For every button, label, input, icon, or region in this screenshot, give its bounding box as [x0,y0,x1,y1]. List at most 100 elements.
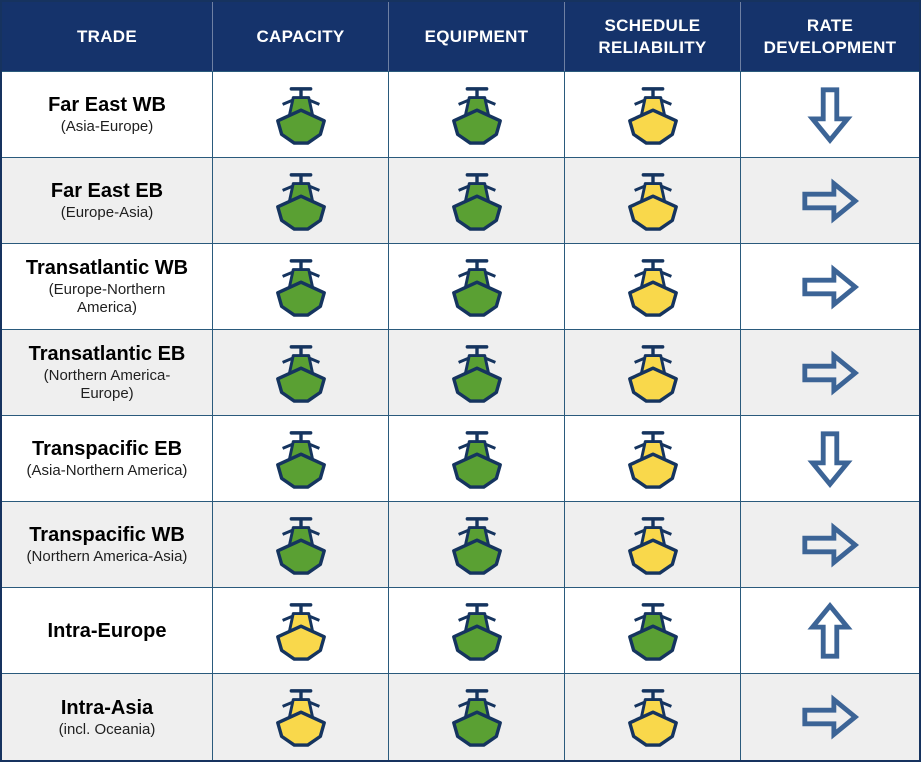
capacity-cell [213,158,389,243]
equipment-ship-icon [446,601,508,661]
column-header-capacity: CAPACITY [213,2,389,71]
trade-name: Far East WB [48,94,166,116]
capacity-cell [213,588,389,673]
capacity-ship-icon [270,687,332,747]
table-row: Transatlantic EB (Northern America-Europ… [2,330,919,416]
trade-subtitle: (Asia-Europe) [60,118,154,135]
arrow-right-icon [799,177,861,225]
trade-subtitle: (incl. Oceania) [58,720,156,738]
capacity-ship-icon [270,601,332,661]
rate-development-cell [741,502,919,587]
trade-cell: Transpacific EB (Asia-Northern America) [2,416,213,501]
trade-cell: Transatlantic WB (Europe-Northern Americ… [2,244,213,329]
trade-name: Intra-Asia [60,696,154,719]
trade-name: Transatlantic EB [28,343,186,365]
trade-cell: Intra-Europe [2,588,213,673]
trade-cell: Transatlantic EB (Northern America-Europ… [2,330,213,415]
capacity-ship-icon [270,429,332,489]
trade-name: Intra-Europe [47,619,167,642]
column-header-trade: TRADE [2,2,213,71]
trade-subtitle: (Asia-Northern America) [26,462,188,479]
equipment-ship-icon [446,515,508,575]
trade-name: Transpacific EB [31,438,183,460]
rate-development-cell [741,72,919,157]
capacity-cell [213,330,389,415]
equipment-cell [389,674,565,760]
schedule-reliability-cell [565,72,741,157]
trade-subtitle: (Europe-Asia) [60,204,154,221]
equipment-ship-icon [446,257,508,317]
equipment-ship-icon [446,429,508,489]
capacity-ship-icon [270,171,332,231]
schedule-reliability-cell [565,158,741,243]
equipment-cell [389,416,565,501]
equipment-cell [389,330,565,415]
table-row: Transpacific EB (Asia-Northern America) [2,416,919,502]
equipment-cell [389,72,565,157]
trade-name: Far East EB [50,180,164,202]
capacity-cell [213,674,389,760]
equipment-ship-icon [446,85,508,145]
table-row: Transpacific WB (Northern America-Asia) [2,502,919,588]
schedule-reliability-ship-icon [622,687,684,747]
trade-subtitle: (Northern America-Europe) [43,367,171,402]
arrow-right-icon [799,693,861,741]
arrow-up-icon [806,600,854,662]
table-row: Far East WB (Asia-Europe) [2,72,919,158]
capacity-ship-icon [270,343,332,403]
schedule-reliability-ship-icon [622,601,684,661]
trade-name: Transatlantic WB [25,257,189,279]
equipment-cell [389,244,565,329]
schedule-reliability-ship-icon [622,171,684,231]
table-row: Intra-Asia (incl. Oceania) [2,674,919,760]
schedule-reliability-cell [565,244,741,329]
trade-subtitle: (Europe-Northern America) [48,281,166,316]
capacity-ship-icon [270,257,332,317]
schedule-reliability-cell [565,330,741,415]
schedule-reliability-ship-icon [622,343,684,403]
column-header-equipment: EQUIPMENT [389,2,565,71]
schedule-reliability-ship-icon [622,85,684,145]
column-header-rate-development: RATE DEVELOPMENT [741,2,919,71]
capacity-ship-icon [270,515,332,575]
schedule-reliability-ship-icon [622,515,684,575]
equipment-cell [389,588,565,673]
arrow-right-icon [799,349,861,397]
rate-development-cell [741,158,919,243]
table-row: Intra-Europe [2,588,919,674]
trade-name: Transpacific WB [29,524,185,546]
schedule-reliability-cell [565,416,741,501]
trade-cell: Far East WB (Asia-Europe) [2,72,213,157]
capacity-cell [213,72,389,157]
rate-development-cell [741,330,919,415]
trade-cell: Intra-Asia (incl. Oceania) [2,674,213,760]
capacity-ship-icon [270,85,332,145]
table-row: Far East EB (Europe-Asia) [2,158,919,244]
equipment-ship-icon [446,171,508,231]
rate-development-cell [741,244,919,329]
capacity-cell [213,502,389,587]
column-header-schedule-reliability: SCHEDULE RELIABILITY [565,2,741,71]
arrow-down-icon [806,428,854,490]
arrow-right-icon [799,263,861,311]
equipment-ship-icon [446,343,508,403]
schedule-reliability-ship-icon [622,429,684,489]
equipment-ship-icon [446,687,508,747]
trade-cell: Far East EB (Europe-Asia) [2,158,213,243]
capacity-cell [213,244,389,329]
equipment-cell [389,502,565,587]
table-row: Transatlantic WB (Europe-Northern Americ… [2,244,919,330]
rate-development-cell [741,416,919,501]
capacity-cell [213,416,389,501]
table-header-row: TRADE CAPACITY EQUIPMENT SCHEDULE RELIAB… [2,2,919,72]
equipment-cell [389,158,565,243]
arrow-down-icon [806,84,854,146]
rate-development-cell [741,674,919,760]
schedule-reliability-cell [565,674,741,760]
schedule-reliability-ship-icon [622,257,684,317]
schedule-reliability-cell [565,502,741,587]
schedule-reliability-cell [565,588,741,673]
arrow-right-icon [799,521,861,569]
trade-cell: Transpacific WB (Northern America-Asia) [2,502,213,587]
